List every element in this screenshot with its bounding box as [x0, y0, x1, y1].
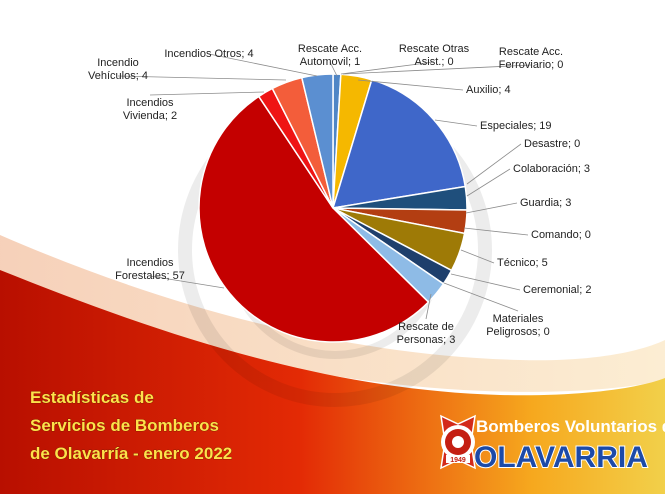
background-swoosh [0, 235, 665, 494]
brand-name: OLAVARRIA [474, 441, 648, 474]
leader-line [425, 293, 432, 320]
pie-chart [198, 73, 468, 343]
leader-line [460, 249, 495, 264]
pie-slice-incendios-otros [300, 73, 334, 209]
firefighter-badge-logo: 1949 [440, 414, 476, 470]
leader-line [434, 119, 478, 127]
data-label-line: Incendios Otros; 4 [164, 48, 253, 60]
leader-line [342, 64, 532, 75]
data-label-t-cnico: Técnico; 5 [497, 257, 548, 269]
data-label-desastre: Desastre; 0 [524, 138, 580, 150]
data-label-line: Rescate de [398, 321, 454, 333]
data-label-rescate-de-personas: Rescate de Personas; 3 [397, 321, 456, 346]
leader-line [450, 273, 521, 291]
data-label-line: Incendio [97, 57, 139, 69]
data-label-incendios-vivienda: Incendios Vivienda; 2 [123, 97, 177, 122]
leader-line [466, 168, 511, 197]
data-label-line: Materiales [493, 313, 544, 325]
data-label-line: Ferroviario; 0 [499, 59, 564, 71]
data-label-line: Incendios [126, 97, 174, 109]
leader-line [340, 61, 435, 75]
data-label-incendios-forestales: Incendios Forestales; 57 [115, 257, 185, 282]
logo-year: 1949 [450, 457, 466, 464]
brand-top-text: Bomberos Voluntarios de [476, 417, 665, 436]
data-label-line: Especiales; 19 [480, 120, 552, 132]
leader-line [149, 91, 265, 96]
data-label-colaboraci-n: Colaboración; 3 [513, 163, 590, 175]
leader-line [117, 75, 287, 81]
pie-slice-incendios-forestales [198, 95, 430, 343]
data-label-line: Auxilio; 4 [466, 84, 511, 96]
swoosh-light-band [0, 235, 665, 392]
leader-line [208, 53, 318, 77]
data-label-line: Comando; 0 [531, 229, 591, 241]
data-label-line: Rescate Acc. [499, 46, 563, 58]
swoosh-main-band [0, 270, 665, 494]
data-label-materiales-peligrosos: Materiales Peligrosos; 0 [486, 313, 550, 338]
pie-slice-especiales [331, 78, 467, 209]
leader-line [357, 79, 464, 91]
headline-line-3: de Olavarría - enero 2022 [30, 444, 232, 463]
data-label-especiales: Especiales; 19 [480, 120, 552, 132]
leader-line [329, 61, 338, 77]
data-label-line: Automovil; 1 [300, 56, 361, 68]
data-label-line: Ceremonial; 2 [523, 284, 591, 296]
data-label-auxilio: Auxilio; 4 [466, 84, 511, 96]
data-label-rescate-acc-ferroviario: Rescate Acc. Ferroviario; 0 [499, 46, 564, 71]
leader-line [463, 227, 529, 236]
leader-line [466, 143, 522, 185]
leader-line [443, 282, 519, 312]
data-label-line: Peligrosos; 0 [486, 326, 550, 338]
data-label-guardia: Guardia; 3 [520, 197, 571, 209]
data-label-line: Personas; 3 [397, 334, 456, 346]
label-leader-lines [117, 53, 532, 320]
data-label-line: Rescate Otras [399, 43, 470, 55]
data-label-line: Desastre; 0 [524, 138, 580, 150]
data-label-line: Colaboración; 3 [513, 163, 590, 175]
data-label-line: Técnico; 5 [497, 257, 548, 269]
data-label-line: Vivienda; 2 [123, 110, 177, 122]
leader-line [149, 275, 225, 289]
leader-line [465, 202, 518, 214]
headline-line-2: Servicios de Bomberos [30, 416, 219, 435]
brand-block: 1949 Bomberos Voluntarios de OLAVARRIA [440, 414, 665, 475]
data-label-incendios-otros: Incendios Otros; 4 [164, 48, 253, 60]
headline: Estadísticas de Servicios de Bomberos de… [30, 388, 233, 464]
data-label-rescate-acc-automovil: Rescate Acc. Automovil; 1 [298, 43, 362, 68]
data-label-line: Guardia; 3 [520, 197, 571, 209]
data-label-line: Rescate Acc. [298, 43, 362, 55]
data-label-line: Vehículos; 4 [88, 70, 148, 82]
data-label-rescate-otras-asist-: Rescate Otras Asist.; 0 [399, 43, 470, 68]
headline-line-1: Estadísticas de [30, 388, 154, 407]
data-label-line: Forestales; 57 [115, 270, 185, 282]
data-label-line: Incendios [126, 257, 174, 269]
data-label-ceremonial: Ceremonial; 2 [523, 284, 591, 296]
data-label-incendio-veh-culos: Incendio Vehículos; 4 [88, 57, 148, 82]
data-label-comando: Comando; 0 [531, 229, 591, 241]
data-label-line: Asist.; 0 [414, 56, 453, 68]
